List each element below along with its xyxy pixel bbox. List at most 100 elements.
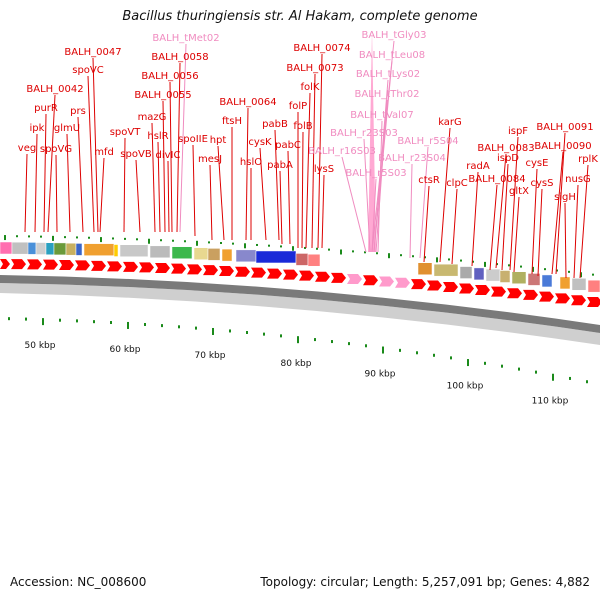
scale-tick bbox=[399, 348, 401, 352]
backbone-band bbox=[0, 275, 600, 333]
minor-tick bbox=[520, 265, 522, 268]
scale-tick bbox=[178, 325, 180, 329]
cds-arrow bbox=[331, 272, 346, 283]
minor-tick bbox=[148, 238, 150, 244]
rna-arrow bbox=[347, 274, 362, 285]
minor-tick bbox=[208, 241, 210, 244]
feature-block bbox=[0, 241, 13, 255]
gene-label: BALH_tThr02 bbox=[355, 89, 420, 100]
scale-tick bbox=[212, 327, 214, 335]
gene-label: BALH_0074 bbox=[293, 43, 350, 54]
feature-block bbox=[65, 242, 77, 256]
leader-line bbox=[501, 163, 509, 271]
gene-label: BALH_r5S04 bbox=[397, 136, 458, 147]
gene-label: BALH_0047 bbox=[64, 47, 121, 58]
cds-arrow bbox=[459, 283, 474, 294]
gene-labels: BALH_tMet02 BALH_0047 BALH_0058 spoVC BALH_0… bbox=[18, 30, 599, 203]
feature-block bbox=[119, 244, 149, 257]
leader-line bbox=[92, 57, 99, 233]
label-leader-lines bbox=[24, 40, 589, 279]
minor-tick bbox=[268, 244, 270, 247]
cds-arrow bbox=[155, 263, 170, 274]
leader-line bbox=[123, 137, 126, 233]
feature-block bbox=[35, 242, 47, 255]
leader-line bbox=[471, 171, 479, 267]
gene-label: sigH bbox=[554, 192, 576, 203]
leader-line bbox=[192, 144, 196, 237]
cds-arrow bbox=[75, 260, 90, 271]
minor-tick bbox=[232, 242, 234, 245]
cds-arrow bbox=[475, 285, 490, 296]
feature-block bbox=[149, 245, 171, 259]
minor-tick bbox=[352, 250, 354, 253]
feature-block bbox=[235, 249, 257, 263]
leader-line bbox=[162, 100, 166, 233]
leader-line bbox=[55, 154, 58, 233]
gene-label: gltX bbox=[509, 186, 529, 197]
scale-label: 50 kbp bbox=[25, 341, 56, 351]
feature-block bbox=[417, 262, 433, 275]
gene-label: spoVT bbox=[110, 127, 142, 138]
gene-label: BALH_0073 bbox=[286, 63, 343, 74]
leader-line bbox=[363, 138, 371, 253]
leader-line bbox=[34, 133, 38, 233]
minor-tick bbox=[328, 248, 330, 251]
gene-label: cysE bbox=[526, 158, 549, 169]
leader-line bbox=[555, 132, 566, 275]
minor-tick bbox=[256, 243, 258, 246]
minor-tick bbox=[364, 251, 366, 254]
scale-tick bbox=[93, 320, 95, 324]
scale-tick bbox=[246, 330, 248, 334]
minor-tick bbox=[52, 235, 54, 241]
feature-block bbox=[511, 271, 527, 284]
minor-tick bbox=[592, 273, 594, 276]
minor-tick bbox=[220, 241, 222, 244]
gene-label: BALH_tLys02 bbox=[356, 69, 420, 80]
minor-tick bbox=[124, 237, 126, 240]
cds-arrow bbox=[523, 289, 538, 300]
gene-label: pabA bbox=[267, 160, 293, 171]
leader-line bbox=[371, 178, 377, 253]
gene-label: BALH_tGly03 bbox=[362, 30, 427, 41]
cds-arrow bbox=[139, 262, 154, 273]
leader-line bbox=[169, 81, 173, 233]
feature-block bbox=[11, 241, 31, 255]
leader-line bbox=[287, 150, 291, 245]
gene-label: ctsR bbox=[418, 175, 440, 186]
leader-line bbox=[157, 141, 161, 233]
scale-tick bbox=[501, 364, 503, 368]
cds-arrow bbox=[43, 259, 58, 270]
minor-tick bbox=[292, 246, 294, 252]
scale-tick bbox=[331, 340, 333, 344]
gene-label: BALH_0090 bbox=[534, 141, 591, 152]
leader-line bbox=[375, 99, 388, 253]
cds-arrow bbox=[427, 280, 442, 291]
leader-line bbox=[179, 43, 187, 233]
minor-tick bbox=[4, 235, 6, 241]
scale-label: 80 kbp bbox=[281, 359, 312, 369]
gene-label: purR bbox=[34, 103, 58, 114]
minor-tick bbox=[304, 246, 306, 249]
scale-tick bbox=[127, 321, 129, 329]
minor-tick bbox=[544, 268, 546, 271]
leader-line bbox=[245, 107, 249, 241]
leader-line bbox=[135, 159, 141, 233]
gene-label: BALH_r5S03 bbox=[345, 168, 406, 179]
gene-label: BALH_r23S04 bbox=[378, 153, 446, 164]
scale-tick bbox=[416, 351, 418, 355]
gene-label: spoVG bbox=[40, 144, 72, 155]
leader-line bbox=[531, 168, 538, 275]
leader-line bbox=[274, 129, 280, 241]
scale-tick bbox=[263, 332, 265, 336]
cds-arrow bbox=[123, 261, 138, 272]
cds-arrow bbox=[363, 275, 378, 286]
leader-line bbox=[24, 153, 28, 233]
scale-tick bbox=[25, 317, 27, 321]
minor-tick bbox=[28, 235, 30, 238]
scale-label: 100 kbp bbox=[447, 382, 484, 392]
leader-line bbox=[209, 164, 213, 241]
cds-arrow-track bbox=[0, 259, 600, 308]
backbone-shadow bbox=[0, 283, 600, 345]
gene-label: BALH_tVal07 bbox=[350, 110, 413, 121]
minor-tick bbox=[424, 256, 426, 259]
